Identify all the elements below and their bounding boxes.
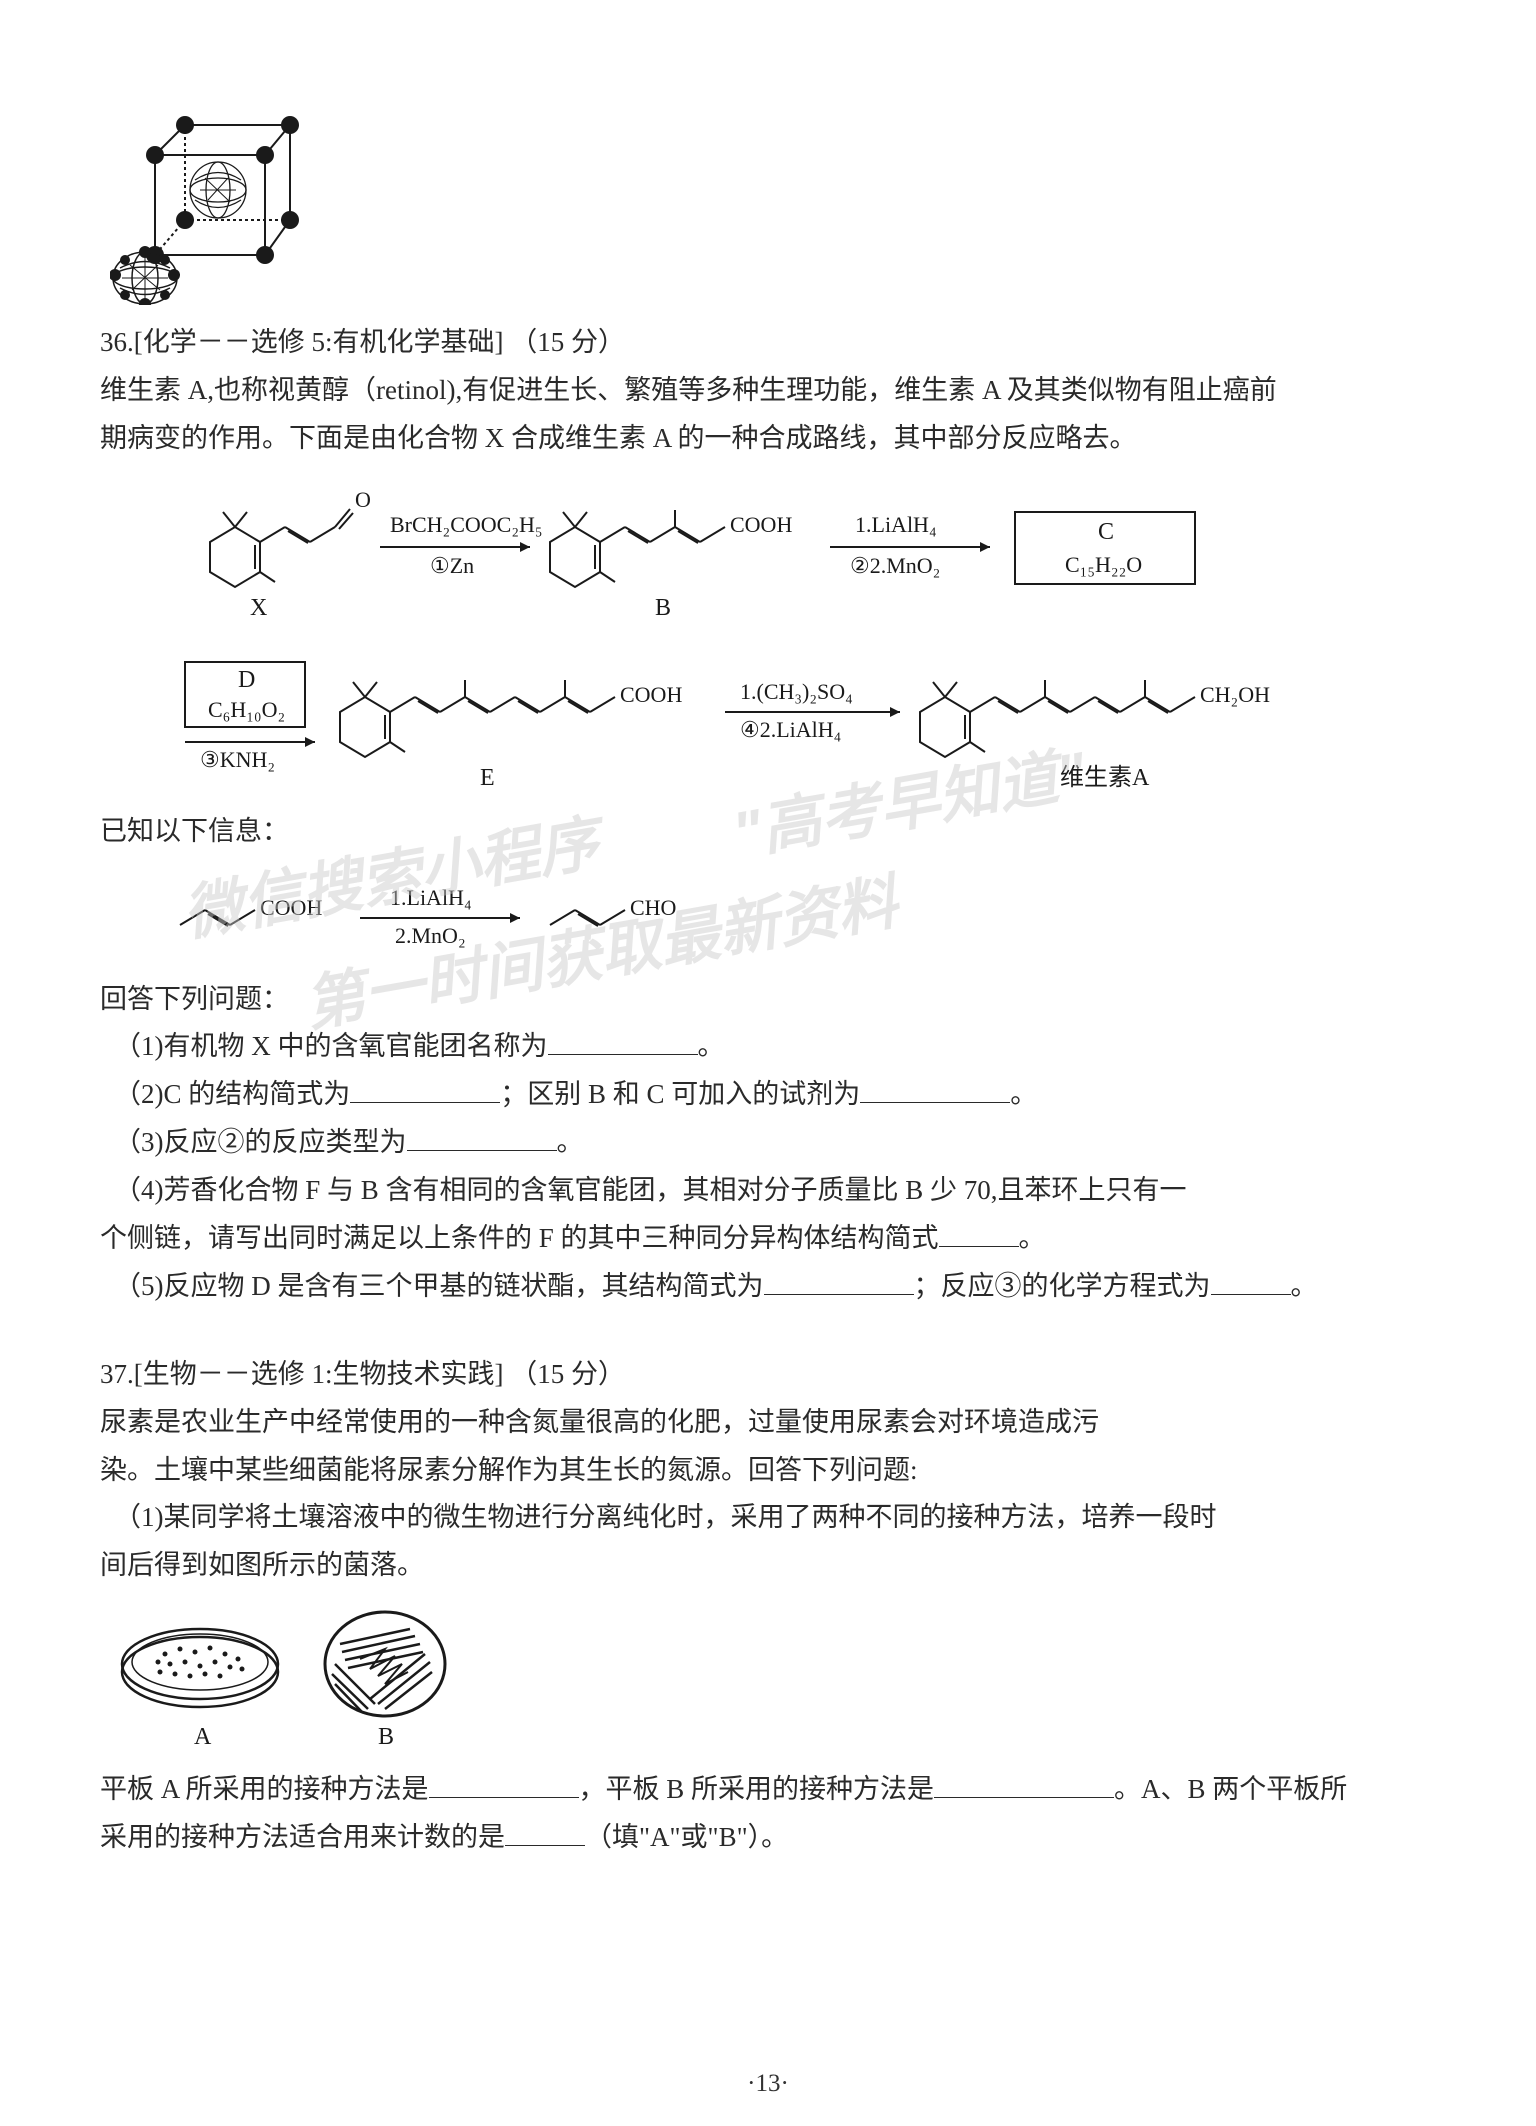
q37-intro2: 染。土壤中某些细菌能将尿素分解作为其生长的氮源。回答下列问题:: [100, 1448, 1436, 1494]
svg-text:COOH: COOH: [260, 895, 322, 920]
svg-text:X: X: [250, 595, 267, 621]
q36-item4-end: 。: [1019, 1223, 1046, 1253]
svg-text:B: B: [378, 1724, 394, 1750]
q37-item1c-c: 。A、B 两个平板所: [1114, 1774, 1347, 1804]
svg-text:C₁₅H₂₂O: C₁₅H₂₂O: [1065, 552, 1142, 577]
q37-item1a: （1)某同学将土壤溶液中的微生物进行分离纯化时，采用了两种不同的接种方法，培养一…: [100, 1495, 1436, 1541]
q36-known-scheme: COOH 1.LiAlH₄ 2.MnO₂ CHO: [100, 870, 1436, 965]
blank: [505, 1816, 585, 1846]
q36-item4a: （4)芳香化合物 F 与 B 含有相同的含氧官能团，其相对分子质量比 B 少 7…: [100, 1168, 1436, 1214]
q36-item5-end: 。: [1291, 1271, 1318, 1301]
svg-text:①Zn: ①Zn: [430, 553, 474, 578]
svg-text:维生素A: 维生素A: [1060, 764, 1150, 791]
q36-answer-label: 回答下列问题：: [100, 977, 1436, 1023]
q36-item5: （5)反应物 D 是含有三个甲基的链状酯，其结构简式为 ；反应③的化学方程式为 。: [100, 1264, 1436, 1310]
q37-item1d: 采用的接种方法适合用来计数的是 （填"A"或"B"）。: [100, 1815, 1436, 1861]
svg-text:③KNH₂: ③KNH₂: [200, 747, 275, 772]
svg-text:1.LiAlH₄: 1.LiAlH₄: [855, 512, 937, 537]
q36-item3: （3)反应②的反应类型为 。: [100, 1120, 1436, 1166]
svg-text:D: D: [238, 667, 255, 693]
blank: [934, 1769, 1114, 1799]
svg-text:2.MnO₂: 2.MnO₂: [395, 923, 466, 948]
q37-item1c-b: ，平板 B 所采用的接种方法是: [579, 1774, 935, 1804]
q37-item1d-text: 采用的接种方法适合用来计数的是: [100, 1822, 505, 1852]
svg-text:A: A: [194, 1724, 212, 1750]
q36-known-label: 已知以下信息：: [100, 809, 1436, 855]
q36-item2a-text: （2)C 的结构简式为: [114, 1079, 350, 1109]
blank: [429, 1769, 579, 1799]
blank: [764, 1265, 914, 1295]
q37-item1d-end: （填"A"或"B"）。: [585, 1822, 788, 1852]
q36-reaction-scheme: O X BrCH₂COOC₂H₅ ①Zn COOH B: [100, 477, 1436, 797]
svg-text:E: E: [480, 765, 495, 791]
q36-item1-end: 。: [698, 1031, 725, 1061]
q37-item1b: 间后得到如图所示的菌落。: [100, 1543, 1436, 1589]
q36-item1: （1)有机物 X 中的含氧官能团名称为 。: [100, 1024, 1436, 1070]
svg-text:1.LiAlH₄: 1.LiAlH₄: [390, 885, 472, 910]
svg-text:④2.LiAlH₄: ④2.LiAlH₄: [740, 717, 841, 742]
q37-intro1: 尿素是农业生产中经常使用的一种含氮量很高的化肥，过量使用尿素会对环境造成污: [100, 1400, 1436, 1446]
svg-text:②2.MnO₂: ②2.MnO₂: [850, 553, 940, 578]
q36-item5a-text: （5)反应物 D 是含有三个甲基的链状酯，其结构简式为: [114, 1271, 764, 1301]
svg-text:COOH: COOH: [730, 512, 792, 537]
q36-item5b-text: ；反应③的化学方程式为: [914, 1271, 1211, 1301]
q36-item4b-text: 个侧链，请写出同时满足以上条件的 F 的其中三种同分异构体结构简式: [100, 1223, 939, 1253]
q36-item1-text: （1)有机物 X 中的含氧官能团名称为: [114, 1031, 548, 1061]
q36-item2-end: 。: [1010, 1079, 1037, 1109]
q37-header: 37.[生物－－选修 1:生物技术实践] （15 分）: [100, 1352, 1436, 1398]
q36-item4b: 个侧链，请写出同时满足以上条件的 F 的其中三种同分异构体结构简式 。: [100, 1216, 1436, 1262]
svg-text:C: C: [1098, 519, 1114, 545]
q36-intro-line2: 期病变的作用。下面是由化合物 X 合成维生素 A 的一种合成路线，其中部分反应略…: [100, 416, 1436, 462]
svg-text:B: B: [655, 595, 671, 621]
q36-intro-line1: 维生素 A,也称视黄醇（retinol),有促进生长、繁殖等多种生理功能，维生素…: [100, 368, 1436, 414]
blank: [1211, 1265, 1291, 1295]
page-number: ·13·: [747, 2070, 789, 2098]
svg-text:CH₂OH: CH₂OH: [1200, 682, 1270, 707]
svg-text:CHO: CHO: [630, 895, 676, 920]
q37-plates-figure: A B: [110, 1604, 1436, 1759]
q36-item3-text: （3)反应②的反应类型为: [114, 1127, 407, 1157]
blank: [350, 1074, 500, 1104]
q36-header: 36.[化学－－选修 5:有机化学基础] （15 分）: [100, 320, 1436, 366]
crystal-structure-figure: [110, 110, 320, 305]
q36-item2b-text: ；区别 B 和 C 可加入的试剂为: [500, 1079, 860, 1109]
q36-item2: （2)C 的结构简式为 ；区别 B 和 C 可加入的试剂为 。: [100, 1072, 1436, 1118]
svg-text:1.(CH₃)₂SO₄: 1.(CH₃)₂SO₄: [740, 679, 853, 704]
blank: [939, 1217, 1019, 1247]
q37-item1c: 平板 A 所采用的接种方法是 ，平板 B 所采用的接种方法是 。A、B 两个平板所: [100, 1767, 1436, 1813]
svg-text:O: O: [355, 487, 371, 512]
svg-text:C₆H₁₀O₂: C₆H₁₀O₂: [208, 697, 285, 722]
blank: [548, 1026, 698, 1056]
q37-item1c-a: 平板 A 所采用的接种方法是: [100, 1774, 429, 1804]
svg-text:BrCH₂COOC₂H₅: BrCH₂COOC₂H₅: [390, 512, 543, 537]
q36-item3-end: 。: [557, 1127, 584, 1157]
blank: [407, 1122, 557, 1152]
blank: [860, 1074, 1010, 1104]
svg-text:COOH: COOH: [620, 682, 682, 707]
